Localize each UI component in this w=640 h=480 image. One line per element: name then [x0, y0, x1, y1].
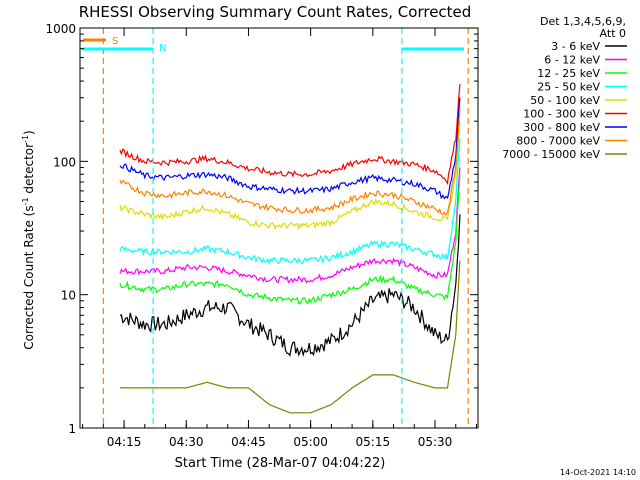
legend-label: 12 - 25 keV: [537, 67, 600, 80]
x-tick-label: 04:15: [107, 435, 142, 449]
y-tick-label: 10: [61, 289, 76, 303]
series-line: [119, 83, 461, 186]
y-tick-label: 1: [68, 422, 76, 436]
legend-header-line2: Att 0: [600, 27, 626, 40]
footer-timestamp: 14-Oct-2021 14:10: [560, 468, 636, 477]
series-line: [119, 214, 461, 358]
y-tick-label: 1000: [45, 22, 76, 36]
series-line: [119, 260, 461, 414]
plot-frame: [79, 27, 479, 429]
y-tick-label: 100: [53, 155, 76, 169]
legend-label: 7000 - 15000 keV: [502, 148, 600, 161]
x-tick-label: 04:45: [231, 435, 266, 449]
legend-header-line1: Det 1,3,4,5,6,9,: [540, 15, 626, 28]
series-line: [119, 174, 461, 305]
legend-label: 6 - 12 keV: [544, 54, 600, 67]
series-line: [119, 121, 461, 231]
flags-layer: SN: [82, 28, 469, 428]
legend-label: 300 - 800 keV: [523, 121, 600, 134]
series-layer: [119, 83, 461, 414]
chart-title: RHESSI Observing Summary Count Rates, Co…: [79, 3, 472, 21]
series-line: [119, 97, 461, 200]
x-tick-label: 05:30: [418, 435, 453, 449]
legend-label: 100 - 300 keV: [523, 108, 600, 121]
y-axis-label: Corrected Count Rate (s-1 detector-1): [21, 130, 36, 349]
axes: 1 10 100 1000 04:15 04:30 04:45 05:00 05:15 05:30: [45, 22, 479, 449]
series-line: [119, 108, 461, 217]
legend-label: 800 - 7000 keV: [516, 135, 600, 148]
legend-label: 50 - 100 keV: [530, 94, 600, 107]
x-tick-label: 04:30: [169, 435, 204, 449]
x-tick-label: 05:00: [293, 435, 328, 449]
legend-label: 3 - 6 keV: [551, 40, 600, 53]
flag-label-s: S: [112, 36, 118, 47]
x-tick-label: 05:15: [356, 435, 391, 449]
series-line: [119, 137, 461, 265]
legend-label: 25 - 50 keV: [537, 81, 600, 94]
x-axis-label: Start Time (28-Mar-07 04:04:22): [175, 456, 386, 471]
flag-label-n: N: [159, 43, 166, 54]
series-line: [119, 167, 461, 284]
